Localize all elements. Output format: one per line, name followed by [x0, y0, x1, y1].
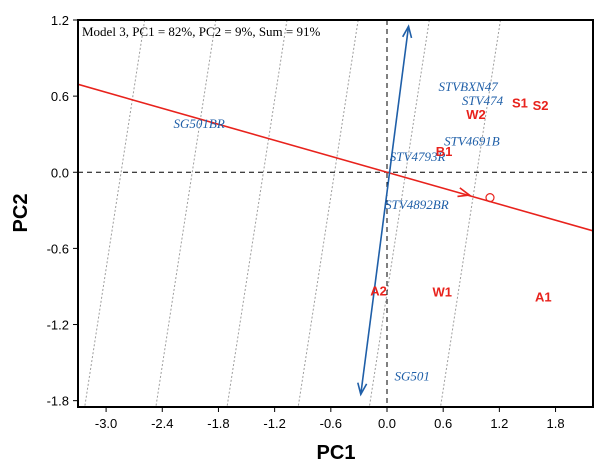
tester-label: STV4793R	[390, 149, 446, 164]
plot-background	[78, 20, 593, 407]
entry-label: W2	[466, 107, 486, 122]
x-tick-label: 0.6	[434, 416, 452, 431]
y-tick-label: -1.8	[47, 394, 69, 409]
average-axis-arrowhead	[457, 187, 472, 198]
tester-label: STV4691B	[444, 134, 500, 149]
model-annotation: Model 3, PC1 = 82%, PC2 = 9%, Sum = 91%	[82, 24, 320, 39]
entry-label: S2	[533, 98, 549, 113]
entry-label: A1	[535, 290, 552, 305]
entry-label: B1	[436, 144, 453, 159]
plot-frame	[77, 19, 594, 408]
entry-label: S1	[512, 96, 528, 111]
average-environment-axis	[78, 83, 593, 232]
entry-label: A2	[370, 283, 387, 298]
ata-arrowhead-top	[401, 24, 413, 39]
tester-label: STV474	[462, 93, 504, 108]
y-tick-label: 0.6	[51, 89, 69, 104]
origin-lines	[78, 20, 593, 407]
biplot-axes	[78, 24, 593, 397]
x-tick-label: 0.0	[378, 416, 396, 431]
x-tick-label: -2.4	[151, 416, 173, 431]
y-tick-label: 0.0	[51, 165, 69, 180]
ata-line	[359, 26, 410, 395]
tester-label: SG501BR	[174, 116, 225, 131]
x-tick-label: 1.2	[490, 416, 508, 431]
tester-label: STVBXN47	[439, 79, 499, 94]
x-tick-label: -0.6	[320, 416, 342, 431]
y-axis-title: PC2	[10, 194, 32, 233]
average-environment-marker	[485, 193, 495, 203]
tester-label: SG501	[394, 368, 429, 383]
axis-ticks: -3.0 -2.4 -1.8 -1.2 -0.6 0.0 0.6 1.2 1.8 1.2 0.6 0.…	[47, 13, 565, 431]
x-tick-label: 1.8	[547, 416, 565, 431]
x-axis-title: PC1	[317, 442, 356, 464]
x-tick-label: -1.8	[207, 416, 229, 431]
x-tick-label: -1.2	[263, 416, 285, 431]
y-tick-label: -1.2	[47, 318, 69, 333]
ata-arrowhead-bottom	[357, 382, 368, 397]
y-tick-label: 1.2	[51, 13, 69, 28]
entry-label: W1	[432, 285, 452, 300]
y-tick-label: -0.6	[47, 241, 69, 256]
tester-label: STV4892BR	[385, 197, 449, 212]
x-tick-label: -3.0	[95, 416, 117, 431]
